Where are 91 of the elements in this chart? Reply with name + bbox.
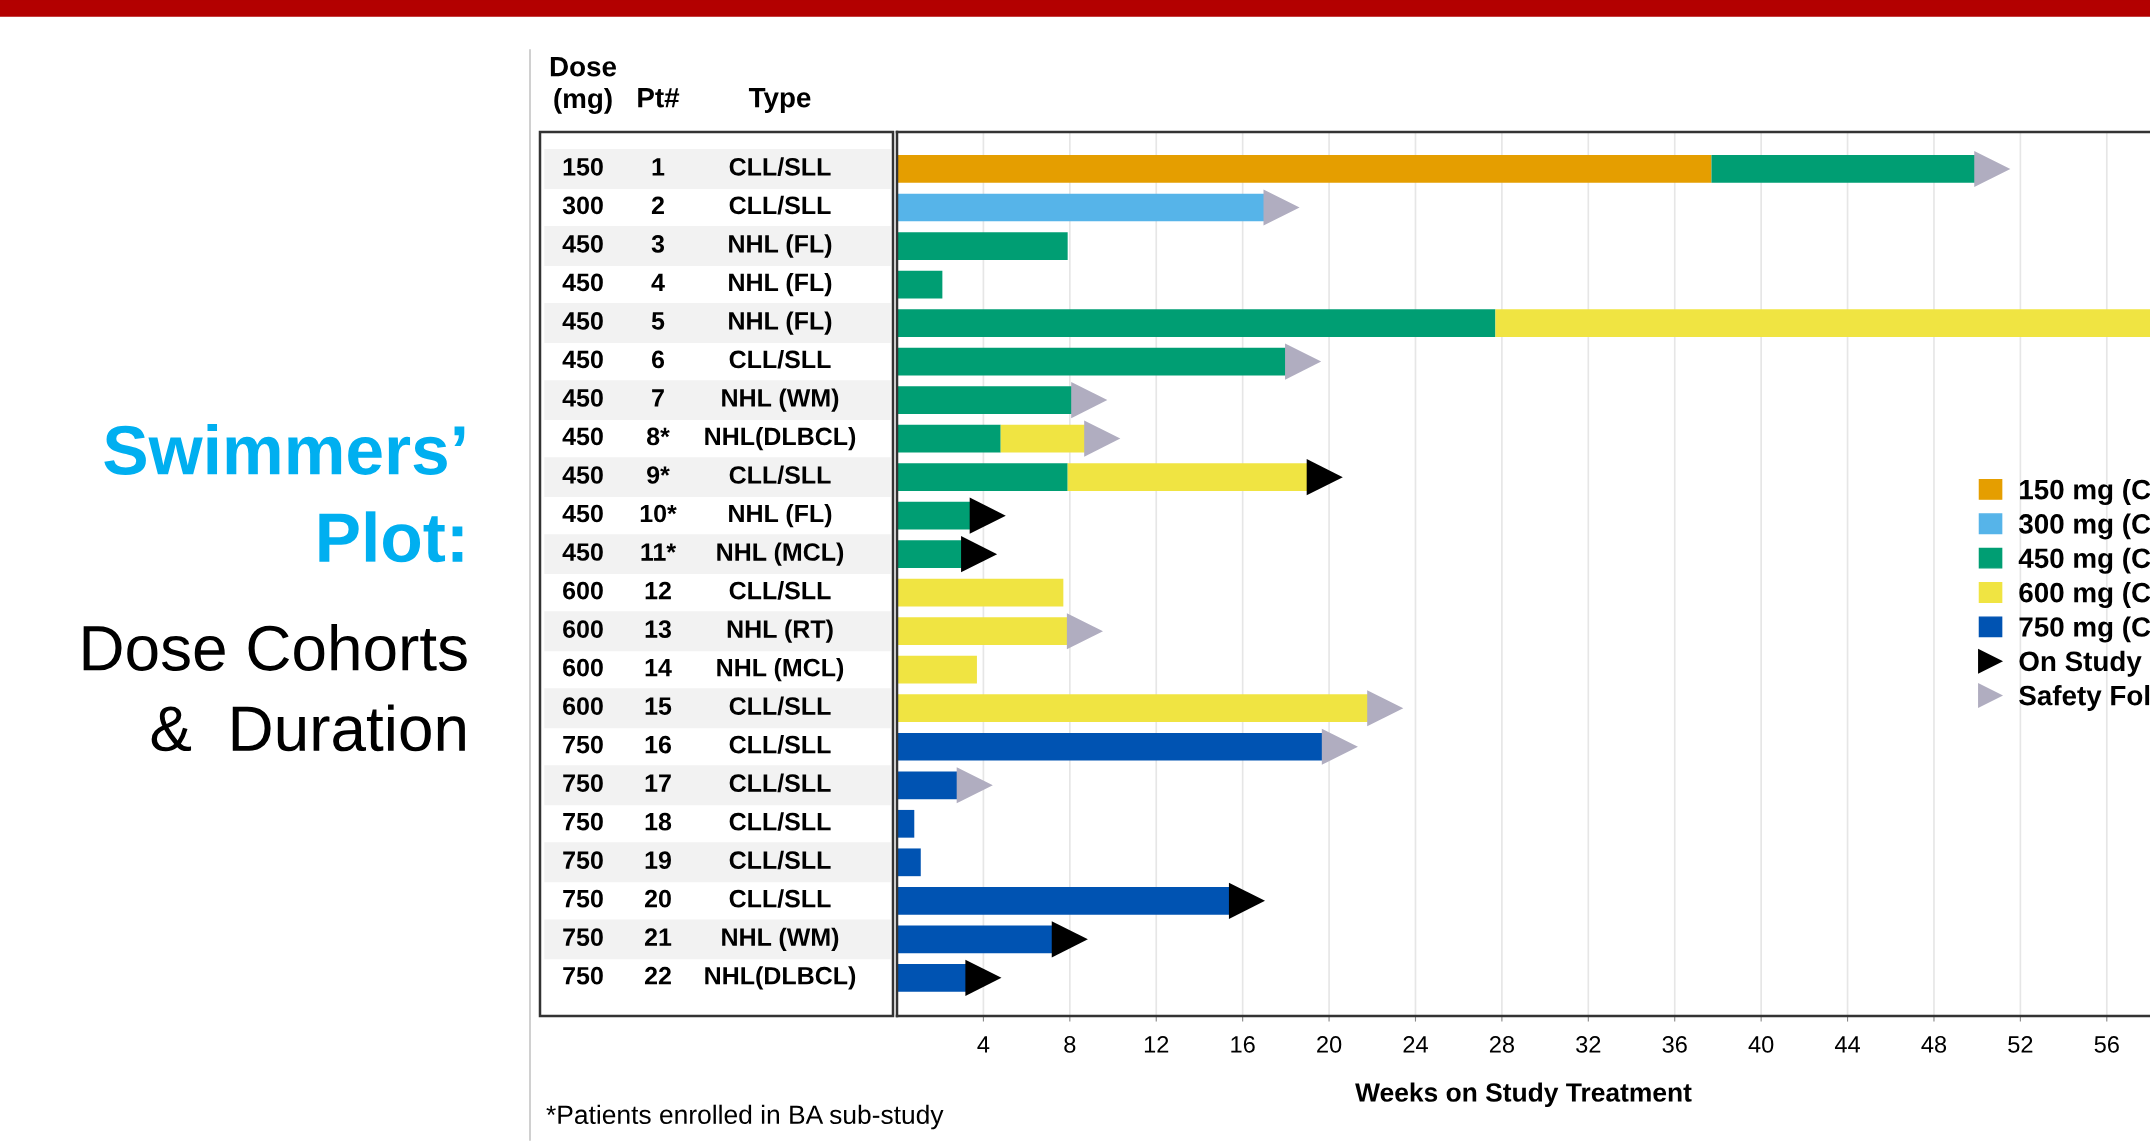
category-label: 750 18 CLL/SLL — [563, 812, 831, 831]
category-label: 600 12 CLL/SLL — [563, 581, 831, 600]
bar — [897, 540, 962, 569]
category-label: 750 22 NHL(DLBCL) — [563, 966, 856, 990]
bar — [897, 886, 1230, 915]
point — [969, 497, 1006, 534]
x-tick-label: 24 — [1403, 1036, 1428, 1053]
category-label: 450 6 CLL/SLL — [562, 349, 831, 369]
point — [1051, 921, 1088, 958]
legend-label: 150 mg (C — [2020, 479, 2150, 506]
bar — [897, 578, 1064, 607]
point — [961, 536, 998, 573]
category-label: 150 1 CLL/SLL — [563, 157, 831, 176]
point — [1306, 459, 1343, 496]
x-tick-label: 40 — [1748, 1036, 1774, 1053]
category-label: 750 20 CLL/SLL — [563, 889, 831, 908]
x-tick-label: 48 — [1921, 1036, 1947, 1053]
category-label: 450 5 NHL (FL) — [562, 311, 832, 335]
category-label: 450 4 NHL (FL) — [562, 272, 832, 297]
point — [1263, 189, 1300, 226]
point — [1071, 382, 1108, 419]
point — [956, 767, 993, 804]
x-tick-label: 56 — [2094, 1036, 2119, 1053]
category-label: 600 14 NHL (MCL) — [563, 658, 844, 682]
bar — [897, 771, 958, 800]
category-label: 600 15 CLL/SLL — [563, 696, 831, 716]
bar — [897, 232, 1068, 260]
bar — [1711, 155, 1976, 183]
legend-label: 450 mg (C — [2018, 547, 2150, 574]
bar — [897, 732, 1323, 761]
bar — [897, 270, 943, 299]
bar — [1000, 424, 1085, 453]
legend-label: 300 mg (C — [2018, 513, 2150, 540]
point — [1974, 150, 2011, 188]
category-label: 450 7 NHL (WM) — [562, 388, 839, 412]
bar — [897, 309, 1496, 337]
x-tick-label: 12 — [1144, 1036, 1169, 1053]
point — [1367, 690, 1404, 727]
x-tick-label: 8 — [1064, 1036, 1076, 1053]
x-tick-label: 28 — [1489, 1036, 1514, 1053]
point — [965, 959, 1002, 996]
category-label: 450 10* NHL (FL) — [562, 503, 832, 528]
category-label: 600 13 NHL (RT) — [563, 619, 833, 643]
bar — [897, 155, 1712, 183]
x-tick-label: 32 — [1576, 1036, 1601, 1053]
legend-label: 600 mg (C — [2019, 582, 2150, 609]
bar — [897, 925, 1053, 954]
bar — [897, 463, 1068, 491]
category-label: 450 3 NHL (FL) — [562, 234, 832, 258]
x-tick-label: 52 — [2008, 1036, 2033, 1053]
point — [1321, 728, 1358, 765]
category-label: 750 16 CLL/SLL — [563, 735, 831, 754]
x-axis-title: Weeks on Study Treatment — [1355, 1082, 1692, 1108]
bar — [897, 424, 1001, 453]
legend-label: 750 mg (C — [2019, 616, 2150, 643]
bar — [1495, 309, 2150, 337]
text: Pt# — [638, 88, 680, 108]
point — [1066, 613, 1104, 650]
text: Dose (mg) — [550, 57, 617, 114]
x-tick-label: 20 — [1317, 1036, 1342, 1053]
bar — [897, 848, 921, 877]
category-label: 450 11* NHL (MCL) — [562, 542, 844, 566]
bar — [897, 386, 1072, 414]
category-label: 750 21 NHL (WM) — [563, 927, 839, 951]
category-label: 750 17 CLL/SLL — [563, 773, 831, 793]
category-label: 300 2 CLL/SLL — [562, 195, 831, 215]
bar — [897, 501, 971, 530]
text: Swimmers’ Plot: — [104, 423, 465, 563]
bar — [897, 655, 977, 684]
bar — [897, 347, 1286, 376]
point — [1228, 882, 1266, 919]
bar — [897, 964, 967, 992]
bar — [897, 193, 1265, 222]
bar — [1067, 463, 1308, 491]
bar — [897, 617, 1068, 646]
x-tick-label: 36 — [1662, 1036, 1687, 1053]
legend-label: On Study — [2019, 650, 2142, 677]
category-label: 450 9* CLL/SLL — [562, 465, 831, 485]
x-tick-label: 16 — [1231, 1036, 1255, 1053]
legend-label: Safety Fol — [2019, 685, 2150, 711]
bar — [897, 809, 915, 838]
point — [1285, 343, 1322, 380]
category-label: 450 8* NHL(DLBCL) — [562, 426, 856, 451]
text: Type — [748, 88, 811, 113]
x-tick-label: 44 — [1834, 1036, 1860, 1053]
bar — [897, 694, 1368, 723]
text: Dose Cohorts & Duration — [83, 624, 467, 752]
text: *Patients enrolled in BA sub-study — [546, 1104, 944, 1130]
category-label: 750 19 CLL/SLL — [563, 850, 831, 870]
x-tick-label: 4 — [977, 1036, 990, 1053]
point — [1084, 420, 1121, 457]
